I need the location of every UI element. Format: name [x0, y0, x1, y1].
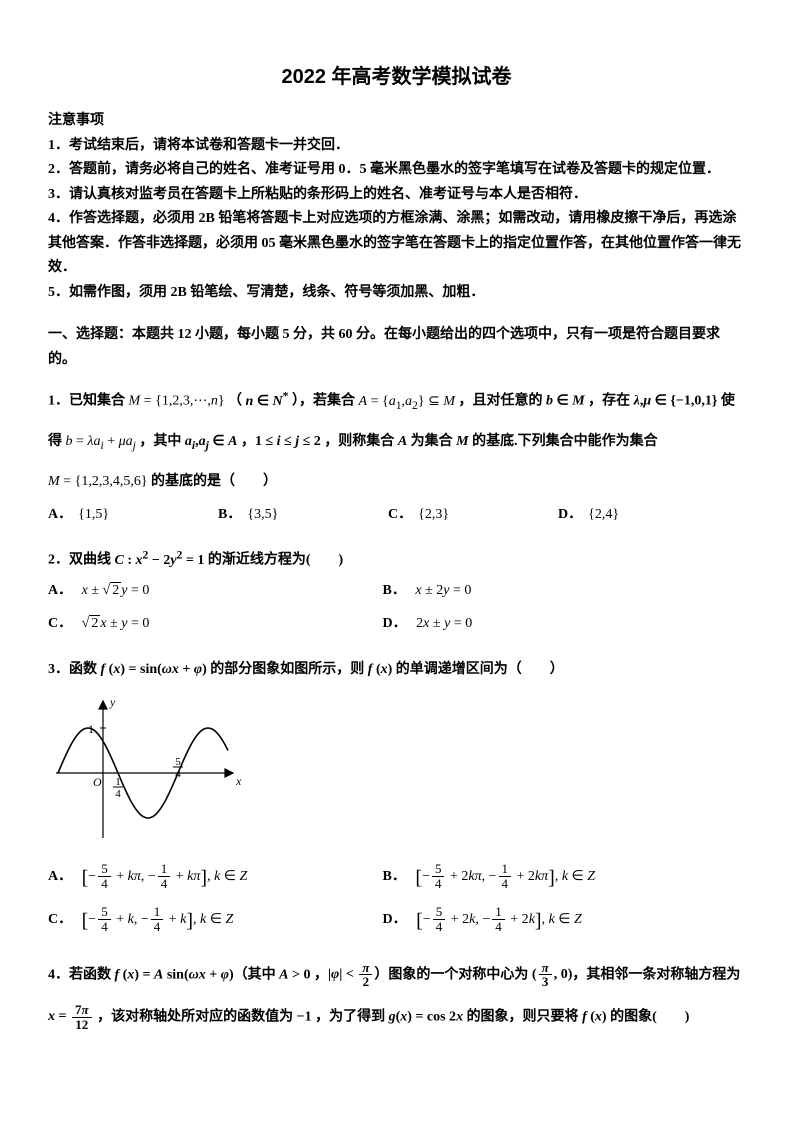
- q1-text: 1．已知集合: [48, 394, 129, 409]
- page-title: 2022 年高考数学模拟试卷: [48, 60, 745, 95]
- question-1-line2: 得 b = λai + μaj ，其中 ai,aj ∈ A ，1 ≤ i ≤ j…: [48, 430, 745, 456]
- q3-option-c: C． [−54 + k, −14 + k], k ∈ Z: [48, 904, 383, 939]
- q2-option-c: C． 2x ± y = 0: [48, 612, 383, 637]
- instructions-header: 注意事项: [48, 109, 745, 134]
- q3-option-a: A． [−54 + kπ, −14 + kπ], k ∈ Z: [48, 861, 383, 896]
- svg-text:y: y: [109, 695, 116, 709]
- sine-graph-svg: x y O 1 1 4 5 4: [48, 693, 243, 843]
- question-4-line1: 4．若函数 f (x) = A sin(ωx + φ)（其中 A > 0 ，|φ…: [48, 961, 745, 989]
- q1-option-b: B．{3,5}: [218, 503, 388, 528]
- section-header: 一、选择题：本题共 12 小题，每小题 5 分，共 60 分。在每小题给出的四个…: [48, 323, 745, 372]
- svg-text:4: 4: [115, 788, 121, 800]
- svg-text:O: O: [93, 775, 102, 789]
- question-2: 2．双曲线 C : x2 − 2y2 = 1 的渐近线方程为( ): [48, 545, 745, 573]
- q1-option-a: A．{1,5}: [48, 503, 218, 528]
- question-1-line3: M = {1,2,3,4,5,6} 的基底的是（ ）: [48, 470, 745, 495]
- q3-option-d: D． [−54 + 2k, −14 + 2k], k ∈ Z: [383, 904, 718, 939]
- q2-option-a: A． x ± 2y = 0: [48, 579, 383, 604]
- q1-option-d: D．{2,4}: [558, 503, 728, 528]
- question-1: 1．已知集合 M = {1,2,3,⋯,n} （ n ∈ N* ），若集合 A …: [48, 386, 745, 416]
- instruction-line: 5．如需作图，须用 2B 铅笔绘、写清楚，线条、符号等须加黑、加粗．: [48, 281, 745, 306]
- q2-option-b: B． x ± 2y = 0: [383, 579, 718, 604]
- instruction-line: 3．请认真核对监考员在答题卡上所粘贴的条形码上的姓名、准考证号与本人是否相符．: [48, 183, 745, 208]
- q1-option-c: C．{2,3}: [388, 503, 558, 528]
- q3-graph: x y O 1 1 4 5 4: [48, 693, 745, 843]
- q3-option-b: B． [−54 + 2kπ, −14 + 2kπ], k ∈ Z: [383, 861, 718, 896]
- svg-text:x: x: [235, 774, 242, 788]
- instruction-line: 4．作答选择题，必须用 2B 铅笔将答题卡上对应选项的方框涂满、涂黑；如需改动，…: [48, 207, 745, 281]
- instruction-line: 2．答题前，请务必将自己的姓名、准考证号用 0．5 毫米黑色墨水的签字笔填写在试…: [48, 158, 745, 183]
- q2-options: A． x ± 2y = 0 B． x ± 2y = 0 C． 2x ± y = …: [48, 579, 745, 644]
- question-4-line2: x = 7π12 ，该对称轴处所对应的函数值为 −1 ，为了得到 g(x) = …: [48, 1003, 745, 1031]
- instruction-line: 1．考试结束后，请将本试卷和答题卡一并交回．: [48, 134, 745, 159]
- q3-options: A． [−54 + kπ, −14 + kπ], k ∈ Z B． [−54 +…: [48, 861, 745, 947]
- q2-option-d: D． 2x ± y = 0: [383, 612, 718, 637]
- q1-options: A．{1,5} B．{3,5} C．{2,3} D．{2,4}: [48, 503, 745, 532]
- question-3: 3．函数 f (x) = sin(ωx + φ) 的部分图象如图所示，则 f (…: [48, 658, 745, 683]
